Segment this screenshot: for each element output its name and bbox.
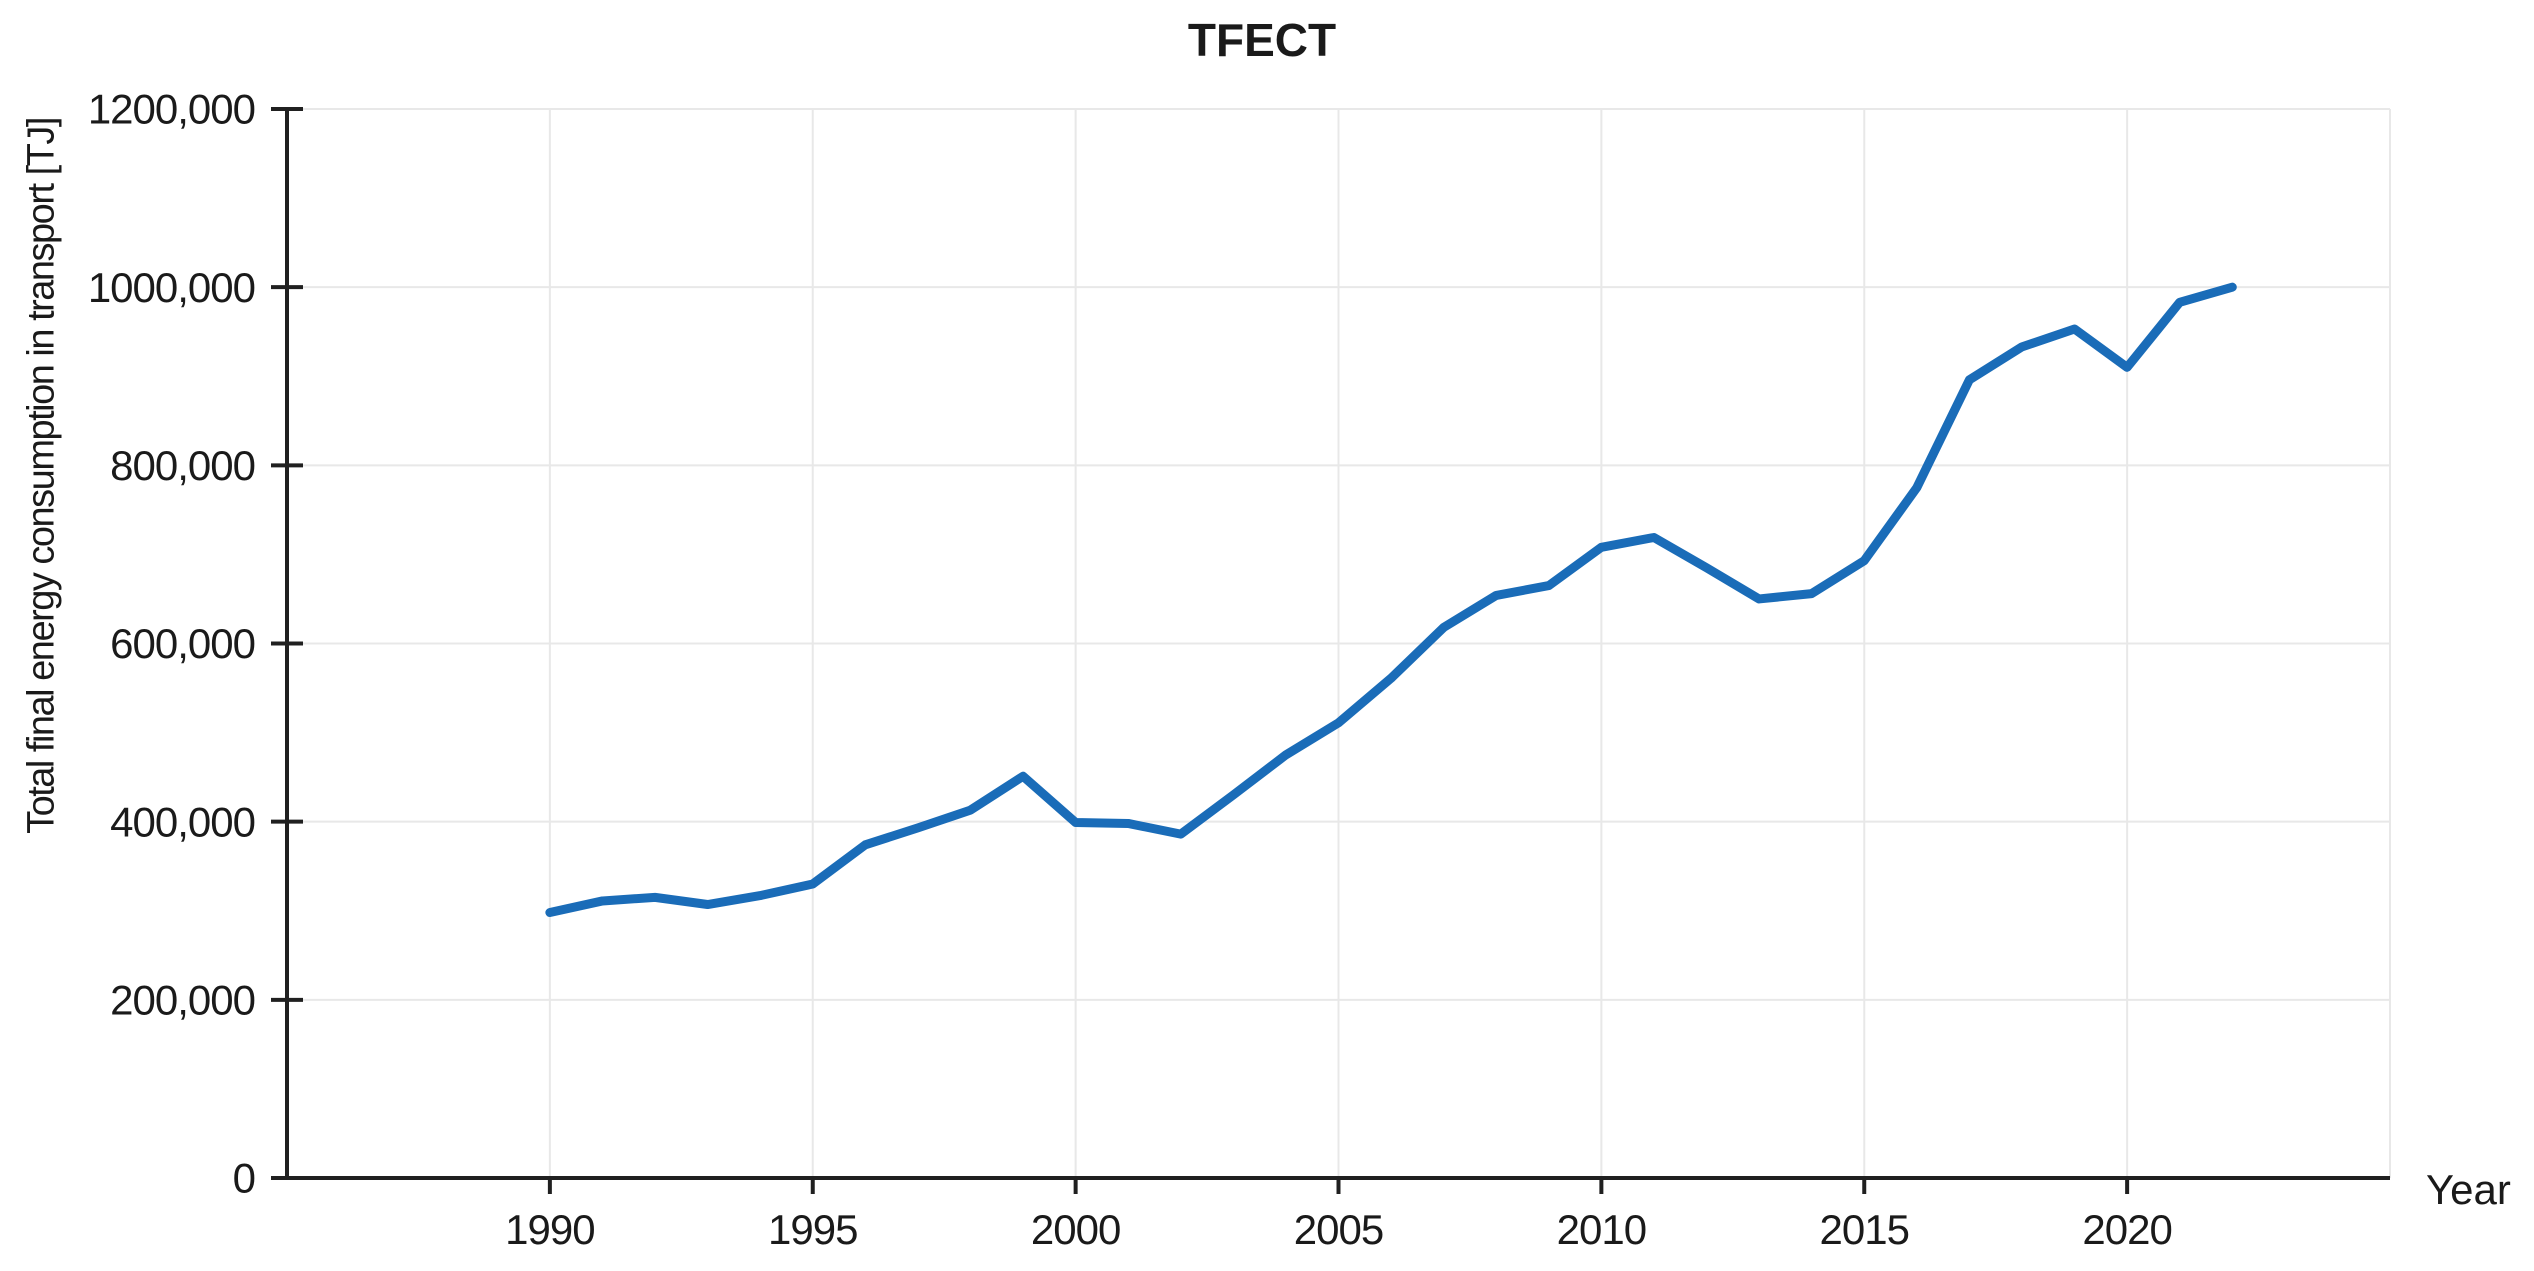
data-line	[545, 282, 2237, 918]
x-axis-title: Year	[2426, 1166, 2511, 1213]
x-tick-label: 2000	[1031, 1206, 1120, 1253]
y-tick-label: 0	[233, 1155, 255, 1202]
x-tick-label: 1995	[768, 1206, 857, 1253]
x-tick-label: 2005	[1294, 1206, 1383, 1253]
x-tick-label: 2020	[2082, 1206, 2171, 1253]
chart-title: TFECT	[1187, 14, 1337, 66]
y-tick-label: 200,000	[110, 977, 255, 1024]
y-tick-label: 800,000	[110, 442, 255, 489]
y-tick-label: 1200,000	[88, 86, 255, 133]
x-tick-label: 2015	[1820, 1206, 1909, 1253]
tick-labels: 0 200,000 400,000 600,000 800,000 1000,000 120…	[88, 86, 2173, 1253]
y-tick-label: 400,000	[110, 798, 255, 845]
y-tick-label: 600,000	[110, 620, 255, 667]
x-tick-label: 1990	[505, 1206, 594, 1253]
x-tick-label: 2010	[1557, 1206, 1646, 1253]
y-tick-label: 1000,000	[88, 264, 255, 311]
data-series	[545, 282, 2237, 918]
tick-marks	[271, 107, 2130, 1194]
gridlines	[287, 108, 2391, 1178]
